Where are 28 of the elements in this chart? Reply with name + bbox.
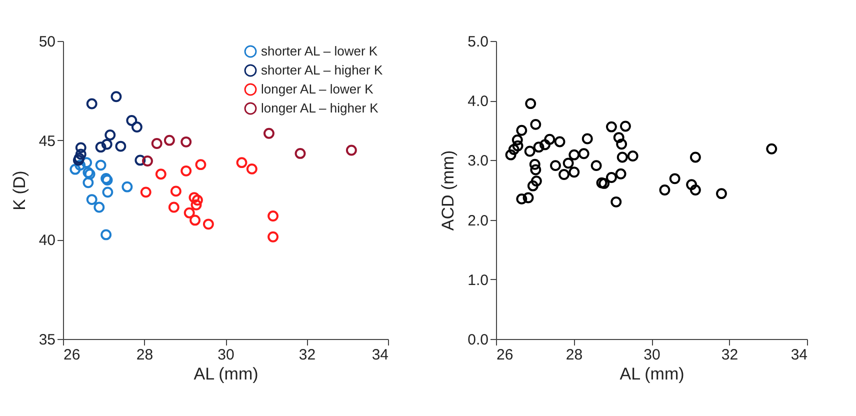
y-tick-label: 5.0 [468,34,488,50]
y-tick-label: 35 [38,332,56,348]
y-tick-label: 1.0 [468,272,488,289]
x-tick-label: 32 [721,346,738,364]
x-tick-label: 26 [496,346,514,364]
y-tick-label: 0.0 [468,332,488,348]
y-tick-label: 2.0 [468,212,488,230]
legend-label: longer AL – higher K [261,100,379,116]
x-tick-label: 26 [64,346,80,364]
x-tick-label: 32 [298,346,316,364]
y-axis-title: ACD (mm) [438,150,458,231]
x-tick-label: 34 [790,346,808,364]
y-tick-label: 50 [38,34,56,50]
y-axis-title: K (D) [10,170,29,210]
legend-label: longer AL – lower K [261,82,374,96]
legend-label: shorter AL – lower K [261,44,378,58]
y-tick-label: 3.0 [468,152,488,170]
legend-label: shorter AL – higher K [261,62,383,78]
x-axis-title: AL (mm) [620,364,684,384]
y-tick-label: 45 [38,132,56,150]
x-tick-label: 30 [644,346,660,364]
x-tick-label: 28 [566,346,583,364]
y-tick-label: 4.0 [468,93,488,110]
x-tick-label: 34 [372,346,388,364]
x-tick-label: 30 [218,346,234,364]
x-tick-label: 28 [136,346,154,364]
x-axis-title: AL (mm) [194,364,258,384]
y-tick-label: 40 [38,232,56,250]
